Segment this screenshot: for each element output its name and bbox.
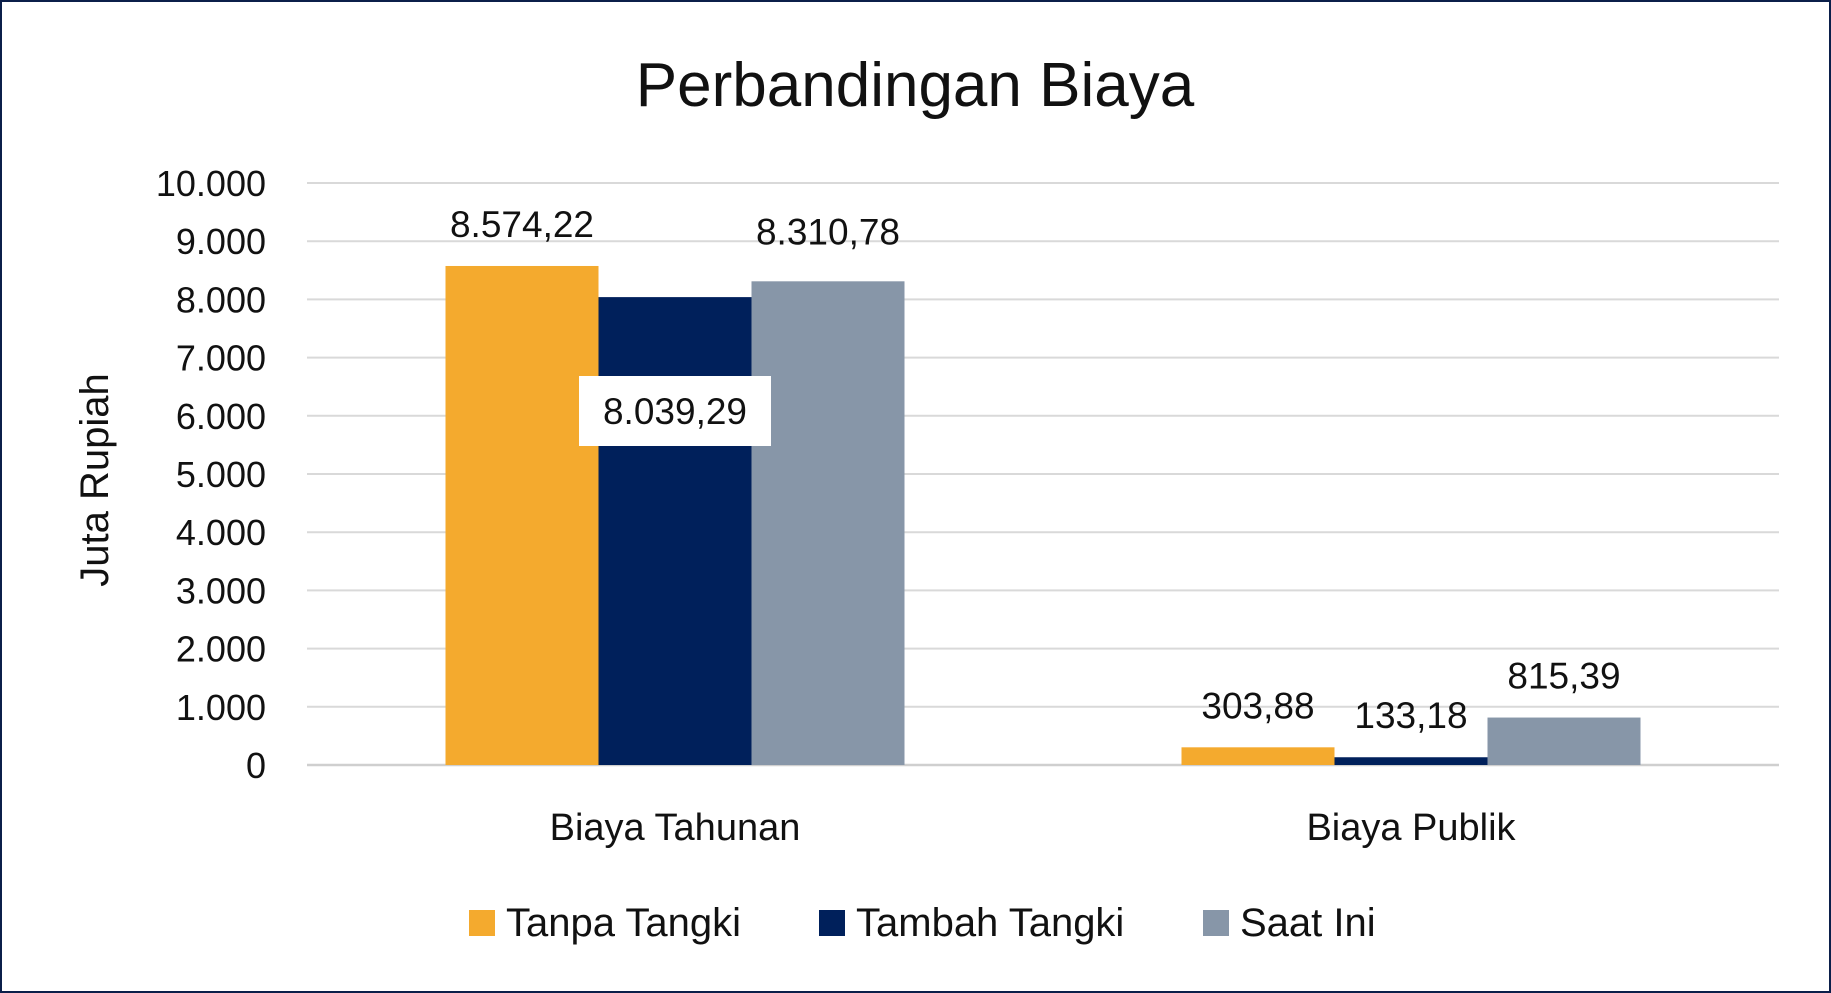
y-axis-ticks: 0 1.000 2.000 3.000 4.000 5.000 6.000 7.000 8.00…: [156, 163, 266, 786]
data-label: 303,88: [1201, 685, 1314, 726]
legend-label: Tambah Tangki: [856, 901, 1124, 945]
data-label-box: [579, 376, 771, 446]
bar: [598, 297, 752, 765]
data-labels: 8.574,22 8.039,29 8.310,78 303,88 133,18 815,…: [450, 204, 1621, 736]
y-axis-title: Juta Rupiah: [73, 373, 117, 586]
bar: [751, 281, 905, 765]
legend-label: Saat Ini: [1240, 901, 1376, 945]
x-category-label: Biaya Publik: [1306, 807, 1516, 849]
chart-title: Perbandingan Biaya: [636, 51, 1195, 120]
bar: [1181, 747, 1335, 765]
data-label: 8.574,22: [450, 204, 594, 245]
y-tick-label: 0: [246, 745, 266, 786]
bar: [1334, 757, 1488, 765]
y-tick-label: 7.000: [176, 338, 266, 379]
data-label: 133,18: [1354, 695, 1467, 736]
legend-swatch: [819, 910, 845, 936]
y-tick-label: 5.000: [176, 454, 266, 495]
legend-swatch: [1203, 910, 1229, 936]
y-tick-label: 4.000: [176, 512, 266, 553]
bar: [1487, 717, 1641, 765]
y-tick-label: 8.000: [176, 279, 266, 320]
x-axis-categories: Biaya Tahunan Biaya Publik: [550, 807, 1517, 849]
data-label: 815,39: [1507, 656, 1620, 697]
y-tick-label: 3.000: [176, 570, 266, 611]
x-category-label: Biaya Tahunan: [550, 807, 801, 849]
y-tick-label: 10.000: [156, 163, 266, 204]
bars: [445, 265, 1641, 765]
y-tick-label: 6.000: [176, 396, 266, 437]
legend-swatch: [469, 910, 495, 936]
data-label: 8.039,29: [603, 391, 747, 432]
legend: Tanpa Tangki Tambah Tangki Saat Ini: [469, 901, 1376, 945]
y-tick-label: 9.000: [176, 221, 266, 262]
y-tick-label: 1.000: [176, 687, 266, 728]
bar: [445, 265, 599, 765]
legend-label: Tanpa Tangki: [506, 901, 741, 945]
y-tick-label: 2.000: [176, 629, 266, 670]
data-label: 8.310,78: [756, 211, 900, 252]
